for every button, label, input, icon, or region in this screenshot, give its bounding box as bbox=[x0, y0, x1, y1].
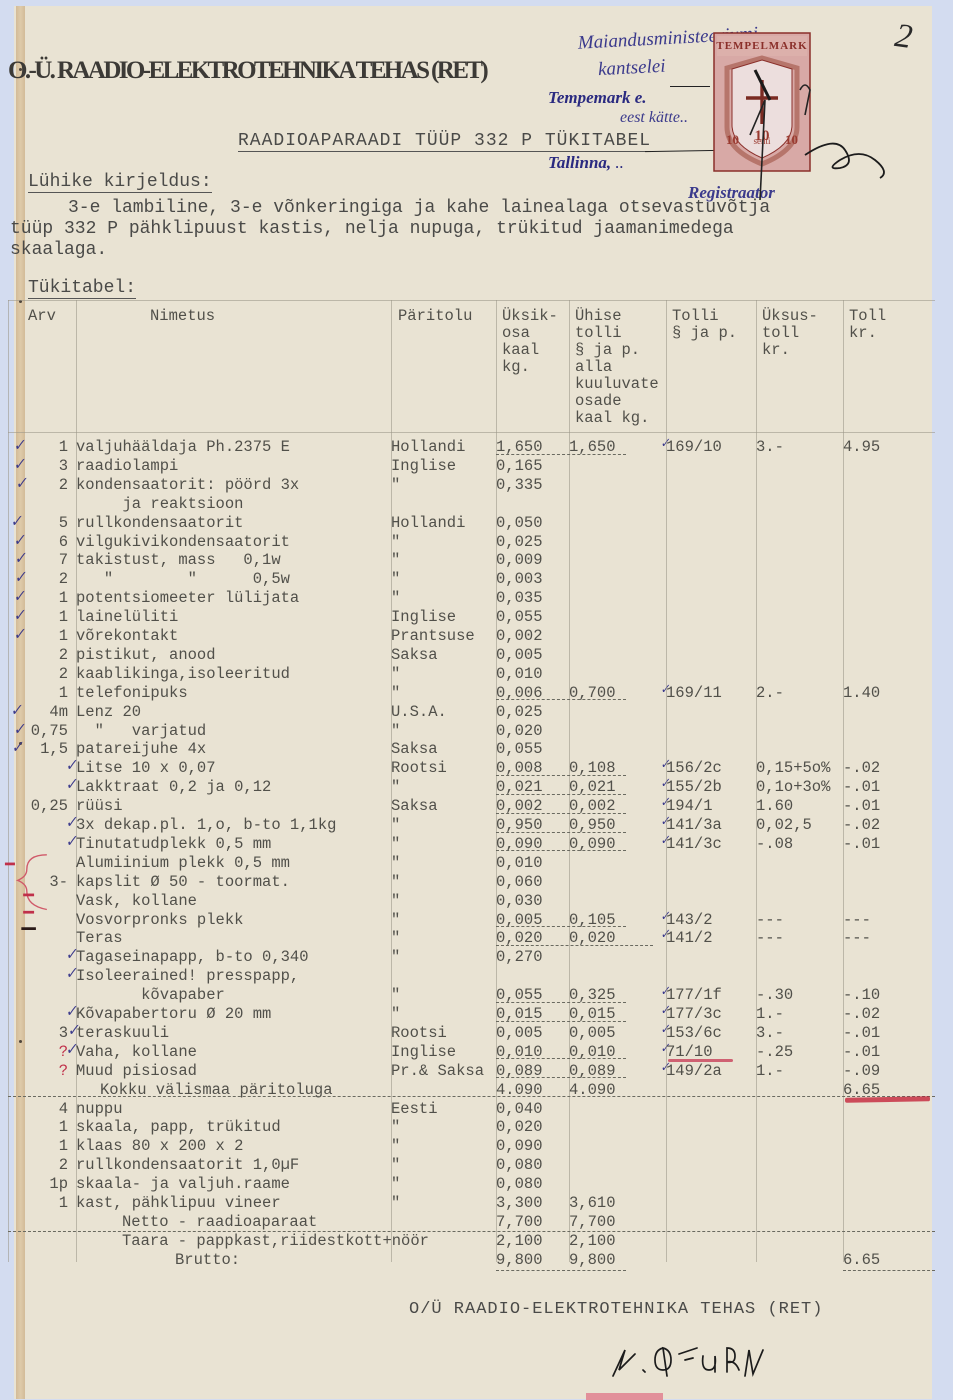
svg-text:10: 10 bbox=[726, 132, 739, 147]
svg-text:TEMPELMARK: TEMPELMARK bbox=[716, 40, 807, 52]
